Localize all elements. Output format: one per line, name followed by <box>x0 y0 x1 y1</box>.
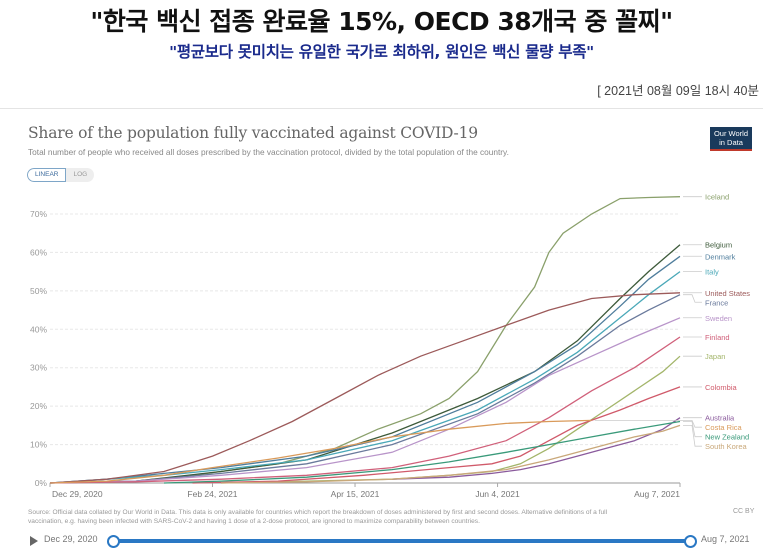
y-tick-label: 0% <box>35 478 48 488</box>
source-note: Source: Official data collated by Our Wo… <box>28 508 708 526</box>
legend-label[interactable]: Denmark <box>705 252 736 261</box>
y-tick-label: 70% <box>30 209 47 219</box>
legend-label[interactable]: Finland <box>705 333 730 342</box>
grid-lines <box>50 213 680 484</box>
series-line-belgium[interactable] <box>49 244 681 484</box>
legend-label[interactable]: United States <box>705 289 750 298</box>
legend-connector <box>683 424 702 447</box>
linear-scale-button[interactable]: LINEAR <box>27 168 67 182</box>
owid-logo[interactable]: Our World in Data <box>710 127 752 151</box>
timeline-end-handle[interactable] <box>684 535 697 548</box>
timeline-start-label: Dec 29, 2020 <box>44 534 98 544</box>
chart-subtitle: Total number of people who received all … <box>28 147 509 157</box>
subheadline: "평균보다 못미치는 유일한 국가로 최하위, 원인은 백신 물량 부족" <box>169 43 594 61</box>
line-chart: 0% 10% 20% 30% 40% 50% 60% 70% Dec 29, 2020 Feb … <box>30 193 750 499</box>
headline: "한국 백신 접종 완료율 15%, OECD 38개국 중 꼴찌" <box>90 7 673 36</box>
series-line-australia[interactable] <box>392 417 681 480</box>
timeline-end-label: Aug 7, 2021 <box>701 534 750 544</box>
source-line-1: Source: Official data collated by Our Wo… <box>28 509 608 516</box>
legend-connector <box>683 294 702 303</box>
series-line-iceland[interactable] <box>49 196 681 484</box>
series-line-costa-rica[interactable] <box>49 419 592 484</box>
series-line-france[interactable] <box>49 294 681 484</box>
play-icon[interactable] <box>30 536 38 546</box>
x-tick-label: Dec 29, 2020 <box>52 489 103 499</box>
dateline: [ 2021년 08월 09일 18시 40분 <box>597 84 759 98</box>
legend-label[interactable]: Japan <box>705 352 725 361</box>
y-tick-label: 50% <box>30 286 47 296</box>
legend-label[interactable]: Iceland <box>705 193 729 202</box>
legend-label[interactable]: France <box>705 298 728 307</box>
x-tick-label: Feb 24, 2021 <box>187 489 237 499</box>
y-tick-label: 40% <box>30 324 47 334</box>
license-link[interactable]: CC BY <box>733 508 755 515</box>
x-tick-label: Jun 4, 2021 <box>475 489 520 499</box>
legend-connector <box>683 421 702 438</box>
series-line-sweden[interactable] <box>49 317 681 484</box>
legend-connector <box>594 419 702 428</box>
scale-toggle[interactable]: LINEAR LOG <box>27 168 95 182</box>
series-line-new-zealand[interactable] <box>163 420 681 484</box>
legend-label[interactable]: Belgium <box>705 241 732 250</box>
y-tick-label: 20% <box>30 401 47 411</box>
series-line-denmark[interactable] <box>49 255 681 484</box>
y-tick-label: 60% <box>30 247 47 257</box>
timeline-track[interactable] <box>113 539 690 543</box>
logo-line-1: Our World <box>713 129 749 138</box>
log-scale-button[interactable]: LOG <box>73 171 88 178</box>
legend-label[interactable]: Costa Rica <box>705 423 743 432</box>
x-tick-label: Aug 7, 2021 <box>634 489 680 499</box>
legend-label[interactable]: Australia <box>705 414 735 423</box>
timeline-start-handle[interactable] <box>107 535 120 548</box>
y-tick-label: 30% <box>30 363 47 373</box>
logo-line-2: in Data <box>719 138 743 147</box>
x-tick-label: Apr 15, 2021 <box>331 489 380 499</box>
legend-label[interactable]: South Korea <box>705 442 748 451</box>
y-axis-labels: 0% 10% 20% 30% 40% 50% 60% 70% <box>30 209 47 488</box>
legend-label[interactable]: New Zealand <box>705 433 749 442</box>
series-line-south-korea[interactable] <box>220 424 681 484</box>
divider <box>0 108 763 109</box>
series-line-colombia[interactable] <box>192 386 681 484</box>
legend-label[interactable]: Sweden <box>705 314 732 323</box>
series-line-finland[interactable] <box>49 336 681 484</box>
legend-label[interactable]: Italy <box>705 268 719 277</box>
legend-label[interactable]: Colombia <box>705 383 738 392</box>
series-lines <box>49 196 681 484</box>
chart-title: Share of the population fully vaccinated… <box>28 124 478 142</box>
timeline: Dec 29, 2020 Aug 7, 2021 <box>0 530 763 552</box>
series-line-united-states[interactable] <box>49 292 681 484</box>
y-tick-label: 10% <box>30 440 47 450</box>
x-axis: Dec 29, 2020 Feb 24, 2021 Apr 15, 2021 Jun … <box>49 483 681 499</box>
source-line-2: vaccination, e.g. having been infected w… <box>28 518 480 525</box>
